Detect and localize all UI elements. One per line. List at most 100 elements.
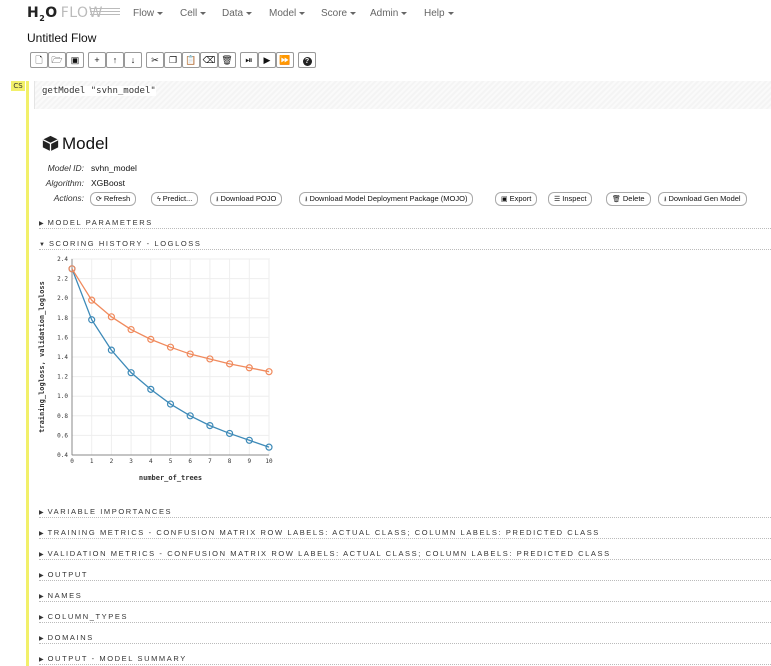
caret-down-icon <box>401 11 408 15</box>
y-tick-label: 0.8 <box>57 413 68 420</box>
delete-button[interactable]: 🗑 Delete <box>606 192 651 206</box>
download-gen-model-button[interactable]: ⭳ Download Gen Model <box>658 192 747 206</box>
cut-icon: ✂ <box>151 55 159 65</box>
flow-title[interactable]: Untitled Flow <box>27 31 97 45</box>
move-down-icon: ↓ <box>130 55 136 65</box>
active-cell-bar[interactable] <box>26 81 29 666</box>
series-0-point <box>186 412 194 420</box>
series-0-point <box>206 422 214 430</box>
download-icon: ⭳ <box>216 196 219 203</box>
y-tick-label: 1.2 <box>57 374 68 381</box>
output-model-summary-section[interactable]: ▶ OUTPUT - MODEL SUMMARY <box>39 655 771 665</box>
series-1-point <box>107 313 116 321</box>
y-tick-label: 1.8 <box>57 315 68 322</box>
series-1-point <box>127 325 135 334</box>
series-0-point <box>88 316 96 324</box>
output-section[interactable]: ▶ OUTPUT <box>39 571 771 581</box>
training-metrics-section[interactable]: ▶ TRAINING METRICS - CONFUSION MATRIX ROW… <box>39 529 771 539</box>
cell-type-marker[interactable]: CS <box>11 81 25 91</box>
series-1-point <box>245 364 253 372</box>
series-1-point <box>186 350 194 358</box>
caret-down-icon <box>447 11 454 15</box>
move-up-button[interactable]: ↑ <box>106 52 124 68</box>
run-button[interactable]: ▶ <box>258 52 276 68</box>
series-1-point <box>166 343 175 351</box>
names-section[interactable]: ▶ NAMES <box>39 592 771 602</box>
cell-code-text[interactable]: getModel "svhn_model" <box>42 86 156 96</box>
new-file-button[interactable]: 🗋 <box>30 52 48 68</box>
model-parameters-section[interactable]: ▶ MODEL PARAMETERS <box>39 219 771 229</box>
caret-right-icon: ▶ <box>39 573 44 579</box>
download-mojo-button[interactable]: ⭳ Download Model Deployment Package (MOJO… <box>299 192 474 206</box>
move-down-button[interactable]: ↓ <box>124 52 142 68</box>
series-1-point <box>265 368 273 376</box>
series-0-point <box>107 346 116 354</box>
y-tick-label: 0.6 <box>57 432 68 439</box>
y-tick-label: 2.0 <box>57 295 68 302</box>
copy-button[interactable]: ❐ <box>164 52 182 68</box>
x-tick-label: 10 <box>265 458 273 465</box>
download-icon: ⭳ <box>664 196 667 203</box>
open-folder-button[interactable]: 🗁 <box>48 52 66 68</box>
menu-score[interactable]: Score <box>321 8 357 19</box>
menu-model[interactable]: Model <box>269 8 306 19</box>
caret-right-icon: ▶ <box>39 657 44 663</box>
y-tick-label: 2.2 <box>57 276 68 283</box>
model-id-value: svhn_model <box>91 163 137 173</box>
download-pojo-button[interactable]: ⭳ Download POJO <box>210 192 283 206</box>
x-tick-label: 2 <box>110 458 114 465</box>
cell-code-editor[interactable]: getModel "svhn_model" <box>34 81 771 109</box>
save-icon: ▣ <box>501 196 508 203</box>
refresh-button[interactable]: ⟳ Refresh <box>90 192 137 206</box>
x-tick-label: 1 <box>90 458 94 465</box>
export-button[interactable]: ▣ Export <box>495 192 538 206</box>
run-cell-button[interactable]: ⏯ <box>240 52 258 68</box>
x-tick-label: 8 <box>228 458 232 465</box>
domains-section[interactable]: ▶ DOMAINS <box>39 634 771 644</box>
run-all-icon: ⏩ <box>279 55 291 65</box>
trash-icon: 🗑 <box>612 196 621 203</box>
caret-down-icon <box>350 11 357 15</box>
help-button[interactable]: ? <box>298 52 316 68</box>
y-tick-label: 1.4 <box>57 354 68 361</box>
menu-cell[interactable]: Cell <box>180 8 207 19</box>
menu-help[interactable]: Help <box>424 8 454 19</box>
series-1-point <box>68 265 76 273</box>
caret-right-icon: ▶ <box>39 594 44 600</box>
scoring-history-section[interactable]: ▼ SCORING HISTORY - LOGLOSS <box>39 240 771 250</box>
clear-button[interactable]: ⌫ <box>200 52 218 68</box>
caret-right-icon: ▶ <box>39 221 44 227</box>
algorithm-value: XGBoost <box>91 178 126 188</box>
model-id-label: Model ID: <box>47 163 84 173</box>
caret-right-icon: ▶ <box>39 636 44 642</box>
inspect-button[interactable]: ☰ Inspect <box>548 192 593 206</box>
run-icon: ▶ <box>263 55 271 65</box>
validation-metrics-section[interactable]: ▶ VALIDATION METRICS - CONFUSION MATRIX R… <box>39 550 771 560</box>
paste-button[interactable]: 📋 <box>182 52 200 68</box>
x-tick-label: 0 <box>70 458 74 465</box>
series-0-point <box>166 400 175 408</box>
h2o-flow-logo[interactable]: H2O FLOW <box>27 5 103 23</box>
x-tick-label: 4 <box>149 458 153 465</box>
insert-cell-button[interactable]: + <box>88 52 106 68</box>
paste-icon: 📋 <box>185 55 197 65</box>
new-file-icon: 🗋 <box>35 55 43 65</box>
caret-down-icon <box>246 11 253 15</box>
column-types-section[interactable]: ▶ COLUMN_TYPES <box>39 613 771 623</box>
x-tick-label: 6 <box>188 458 192 465</box>
cut-button[interactable]: ✂ <box>146 52 164 68</box>
menu-data[interactable]: Data <box>222 8 253 19</box>
menu-admin[interactable]: Admin <box>370 8 408 19</box>
scoring-history-chart: 0.4 0.6 0.8 1.0 1.2 1.4 1.6 1.8 2.0 2.2 2.4 0 1 2 3 4 5 6… <box>38 256 273 482</box>
caret-down-icon <box>200 11 207 15</box>
actions-label: Actions: <box>53 193 84 203</box>
run-all-button[interactable]: ⏩ <box>276 52 294 68</box>
copy-icon: ❐ <box>168 55 178 65</box>
delete-button[interactable]: 🗑 <box>218 52 236 68</box>
y-tick-label: 1.0 <box>57 393 68 400</box>
save-button[interactable]: ▣ <box>66 52 84 68</box>
variable-importances-section[interactable]: ▶ VARIABLE IMPORTANCES <box>39 508 771 518</box>
caret-right-icon: ▶ <box>39 552 44 558</box>
menu-flow[interactable]: Flow <box>133 8 164 19</box>
predict-button[interactable]: ϟ Predict... <box>151 192 199 206</box>
